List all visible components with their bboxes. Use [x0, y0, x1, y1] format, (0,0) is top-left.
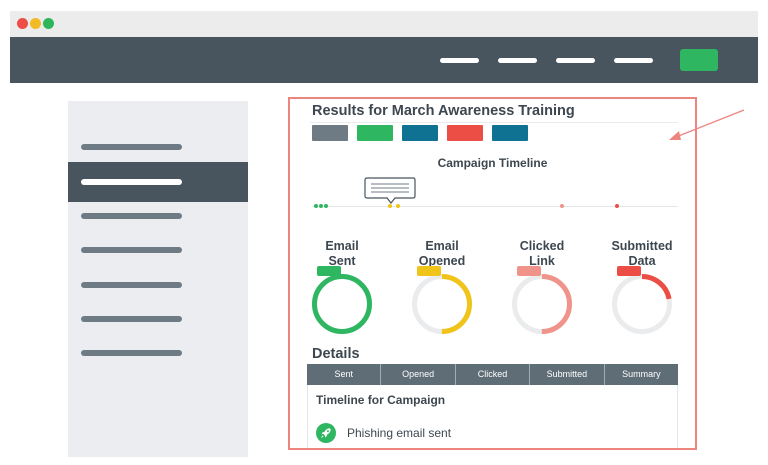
sidebar-item-placeholder [81, 316, 182, 322]
sidebar-item-7[interactable] [68, 333, 248, 373]
status-chip-4[interactable] [447, 125, 483, 141]
stat-label: Email Opened [418, 239, 466, 268]
status-chip-1[interactable] [312, 125, 348, 141]
gauge-indicator [417, 266, 441, 276]
tab-submitted[interactable]: Submitted [530, 364, 605, 385]
stat-clicked-link[interactable]: Clicked Link [498, 239, 586, 334]
title-divider [310, 122, 678, 123]
window-close-button[interactable] [17, 18, 28, 29]
status-chip-3[interactable] [402, 125, 438, 141]
timeline-title: Campaign Timeline [437, 156, 548, 170]
sidebar-item-6[interactable] [68, 299, 248, 339]
sidebar-item-placeholder [81, 179, 182, 185]
stat-submitted-data[interactable]: Submitted Data [598, 239, 686, 334]
gauge-ring [512, 274, 572, 334]
status-chip-2[interactable] [357, 125, 393, 141]
sidebar-item-placeholder [81, 213, 182, 219]
stat-email-opened[interactable]: Email Opened [398, 239, 486, 334]
sidebar [68, 101, 248, 457]
timeline-event-dot[interactable] [615, 204, 619, 208]
sidebar-item-3[interactable] [68, 196, 248, 236]
nav-item-4[interactable] [614, 58, 653, 63]
sidebar-item-5[interactable] [68, 265, 248, 305]
gauge-indicator [517, 266, 541, 276]
nav-item-2[interactable] [498, 58, 537, 63]
timeline-axis [312, 206, 678, 207]
sidebar-item-placeholder [81, 144, 182, 150]
timeline-event-dot[interactable] [314, 204, 318, 208]
page-title: Results for March Awareness Training [312, 103, 575, 119]
window-minimize-button[interactable] [30, 18, 41, 29]
gauge-ring [412, 274, 472, 334]
details-body: Timeline for Campaign Phishing email sen… [307, 385, 678, 448]
stat-label: Clicked Link [519, 239, 565, 268]
sidebar-item-placeholder [81, 247, 182, 253]
timeline-tooltip [364, 177, 416, 204]
rocket-icon [316, 423, 336, 443]
gauge-ring [312, 274, 372, 334]
timeline-event-dot[interactable] [319, 204, 323, 208]
sidebar-item-2-active[interactable] [68, 162, 248, 202]
timeline-event-row[interactable]: Phishing email sent [316, 423, 451, 443]
timeline-event-dot[interactable] [396, 204, 400, 208]
stat-email-sent[interactable]: Email Sent [298, 239, 386, 334]
timeline-event-dot[interactable] [560, 204, 564, 208]
details-heading: Details [312, 346, 360, 362]
gauge-indicator [617, 266, 641, 276]
status-chip-5[interactable] [492, 125, 528, 141]
tab-clicked[interactable]: Clicked [456, 364, 531, 385]
window-titlebar [10, 11, 758, 37]
tab-summary[interactable]: Summary [622, 369, 661, 379]
window-maximize-button[interactable] [43, 18, 54, 29]
stat-label: Submitted Data [611, 239, 673, 268]
sidebar-item-4[interactable] [68, 230, 248, 270]
sidebar-item-1[interactable] [68, 127, 248, 167]
timeline-event-dot[interactable] [324, 204, 328, 208]
campaign-timeline-heading: Timeline for Campaign [316, 393, 446, 407]
nav-item-1[interactable] [440, 58, 479, 63]
nav-item-3[interactable] [556, 58, 595, 63]
gauge-ring [612, 274, 672, 334]
details-table: Sent Opened Clicked Submitted Summary Ti… [307, 364, 678, 448]
campaign-results-panel: Results for March Awareness Training Cam… [288, 97, 697, 450]
event-text: Phishing email sent [347, 426, 452, 440]
timeline-event-dot[interactable] [388, 204, 392, 208]
sidebar-item-placeholder [81, 350, 182, 356]
stat-label: Email Sent [325, 239, 359, 268]
tab-sent[interactable]: Sent [307, 364, 382, 385]
top-navbar [10, 37, 758, 83]
details-tab-row: Sent Opened Clicked Submitted Summary [307, 364, 678, 385]
sidebar-item-placeholder [81, 282, 182, 288]
tab-opened[interactable]: Opened [381, 364, 456, 385]
nav-action-button[interactable] [680, 49, 718, 71]
gauge-indicator [317, 266, 341, 276]
